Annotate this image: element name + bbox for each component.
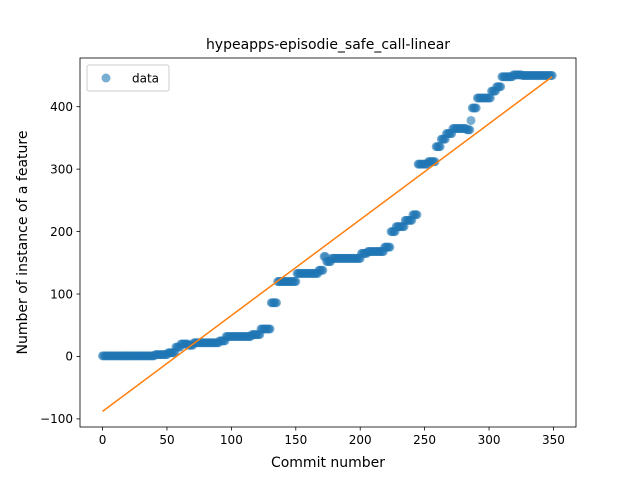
chart-title: hypeapps-episodie_safe_call-linear: [206, 37, 450, 53]
axes: 0 50 100 150 200 250 300 350 −100 0 100 200 300 400: [40, 57, 577, 447]
x-tick-label: 0: [99, 433, 107, 447]
data-point: [471, 103, 481, 113]
data-point: [430, 157, 440, 167]
y-tick-label: 0: [65, 350, 73, 364]
y-axis-title: Number of instance of a feature: [15, 131, 31, 355]
data-point: [385, 242, 395, 252]
y-tick-label: 100: [50, 287, 73, 301]
data-point: [485, 93, 495, 103]
fit-line: [102, 76, 553, 412]
data-point: [435, 142, 445, 152]
data-point: [412, 210, 422, 220]
legend-label: data: [132, 71, 159, 85]
data-point: [466, 115, 476, 125]
y-tick-label: 300: [50, 162, 73, 176]
data-point: [318, 265, 328, 275]
x-tick-label: 250: [413, 433, 436, 447]
data-point: [271, 298, 281, 308]
y-tick-label: −100: [40, 412, 73, 426]
x-tick-label: 50: [159, 433, 174, 447]
data-point: [265, 324, 275, 334]
legend-box: [86, 64, 170, 92]
y-tick-label: 200: [50, 225, 73, 239]
x-tick-label: 300: [478, 433, 501, 447]
plot-area: [98, 70, 557, 412]
data-point: [496, 82, 506, 92]
x-tick-label: 100: [220, 433, 243, 447]
data-point: [465, 125, 475, 135]
data-point: [291, 277, 301, 287]
x-tick-label: 150: [284, 433, 307, 447]
x-tick-label: 200: [349, 433, 372, 447]
x-axis-title: Commit number: [271, 455, 385, 471]
legend-marker: [101, 73, 111, 83]
legend: data: [86, 64, 170, 92]
plot-frame: [79, 57, 577, 428]
y-tick-label: 400: [50, 100, 73, 114]
x-tick-label: 350: [542, 433, 565, 447]
